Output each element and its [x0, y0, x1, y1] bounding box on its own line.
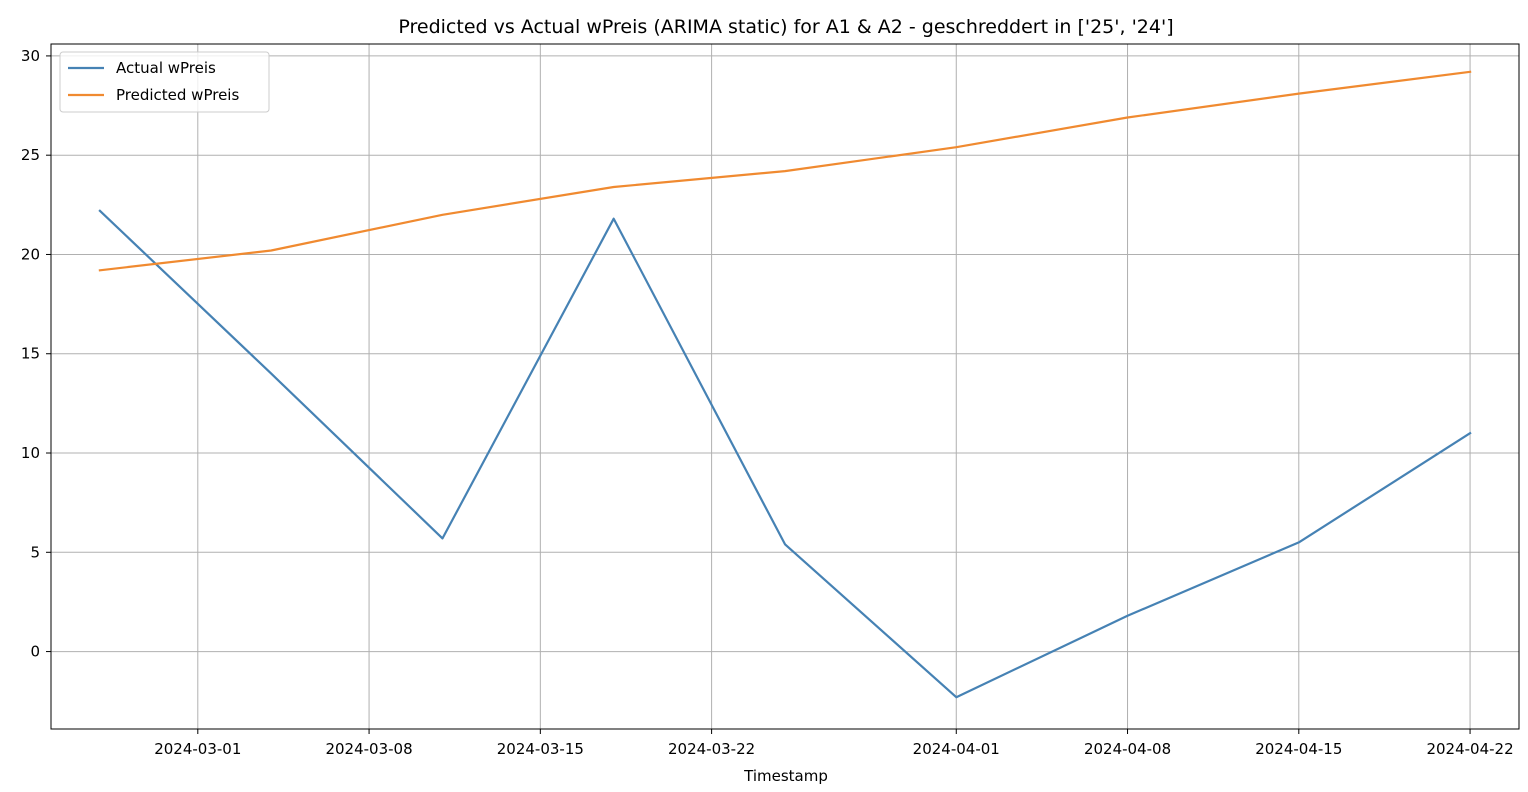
y-tick-label: 10 — [21, 444, 40, 462]
x-tick-label: 2024-03-22 — [668, 740, 755, 758]
legend-label-predicted-wpreis: Predicted wPreis — [116, 86, 239, 104]
x-axis: 2024-03-01 2024-03-08 2024-03-15 2024-03-22… — [154, 729, 1514, 758]
legend: Actual wPreis Predicted wPreis — [59, 51, 270, 113]
x-tick-label: 2024-03-08 — [325, 740, 412, 758]
y-axis: 0 5 10 15 20 25 30 — [21, 47, 51, 661]
grid — [51, 44, 1519, 729]
y-tick-label: 15 — [21, 345, 40, 363]
y-tick-label: 0 — [30, 643, 40, 661]
y-tick-label: 20 — [21, 245, 40, 263]
plot-area-frame — [50, 43, 1520, 730]
x-tick-label: 2024-03-01 — [154, 740, 241, 758]
y-tick-label: 25 — [21, 146, 40, 164]
legend-box — [59, 51, 270, 113]
x-tick-label: 2024-03-15 — [497, 740, 584, 758]
legend-label-actual-wpreis: Actual wPreis — [116, 59, 216, 77]
x-tick-label: 2024-04-15 — [1255, 740, 1342, 758]
x-tick-label: 2024-04-22 — [1426, 740, 1513, 758]
x-tick-label: 2024-04-08 — [1084, 740, 1171, 758]
y-tick-label: 5 — [30, 543, 40, 561]
x-axis-label: Timestamp — [743, 767, 828, 785]
chart-title: Predicted vs Actual wPreis (ARIMA static… — [398, 16, 1173, 38]
x-tick-label: 2024-04-01 — [913, 740, 1000, 758]
y-tick-label: 30 — [21, 47, 40, 65]
series-layer — [98, 70, 1472, 699]
series-line-predicted-wpreis — [98, 70, 1472, 272]
series-line-actual-wpreis — [98, 209, 1472, 699]
